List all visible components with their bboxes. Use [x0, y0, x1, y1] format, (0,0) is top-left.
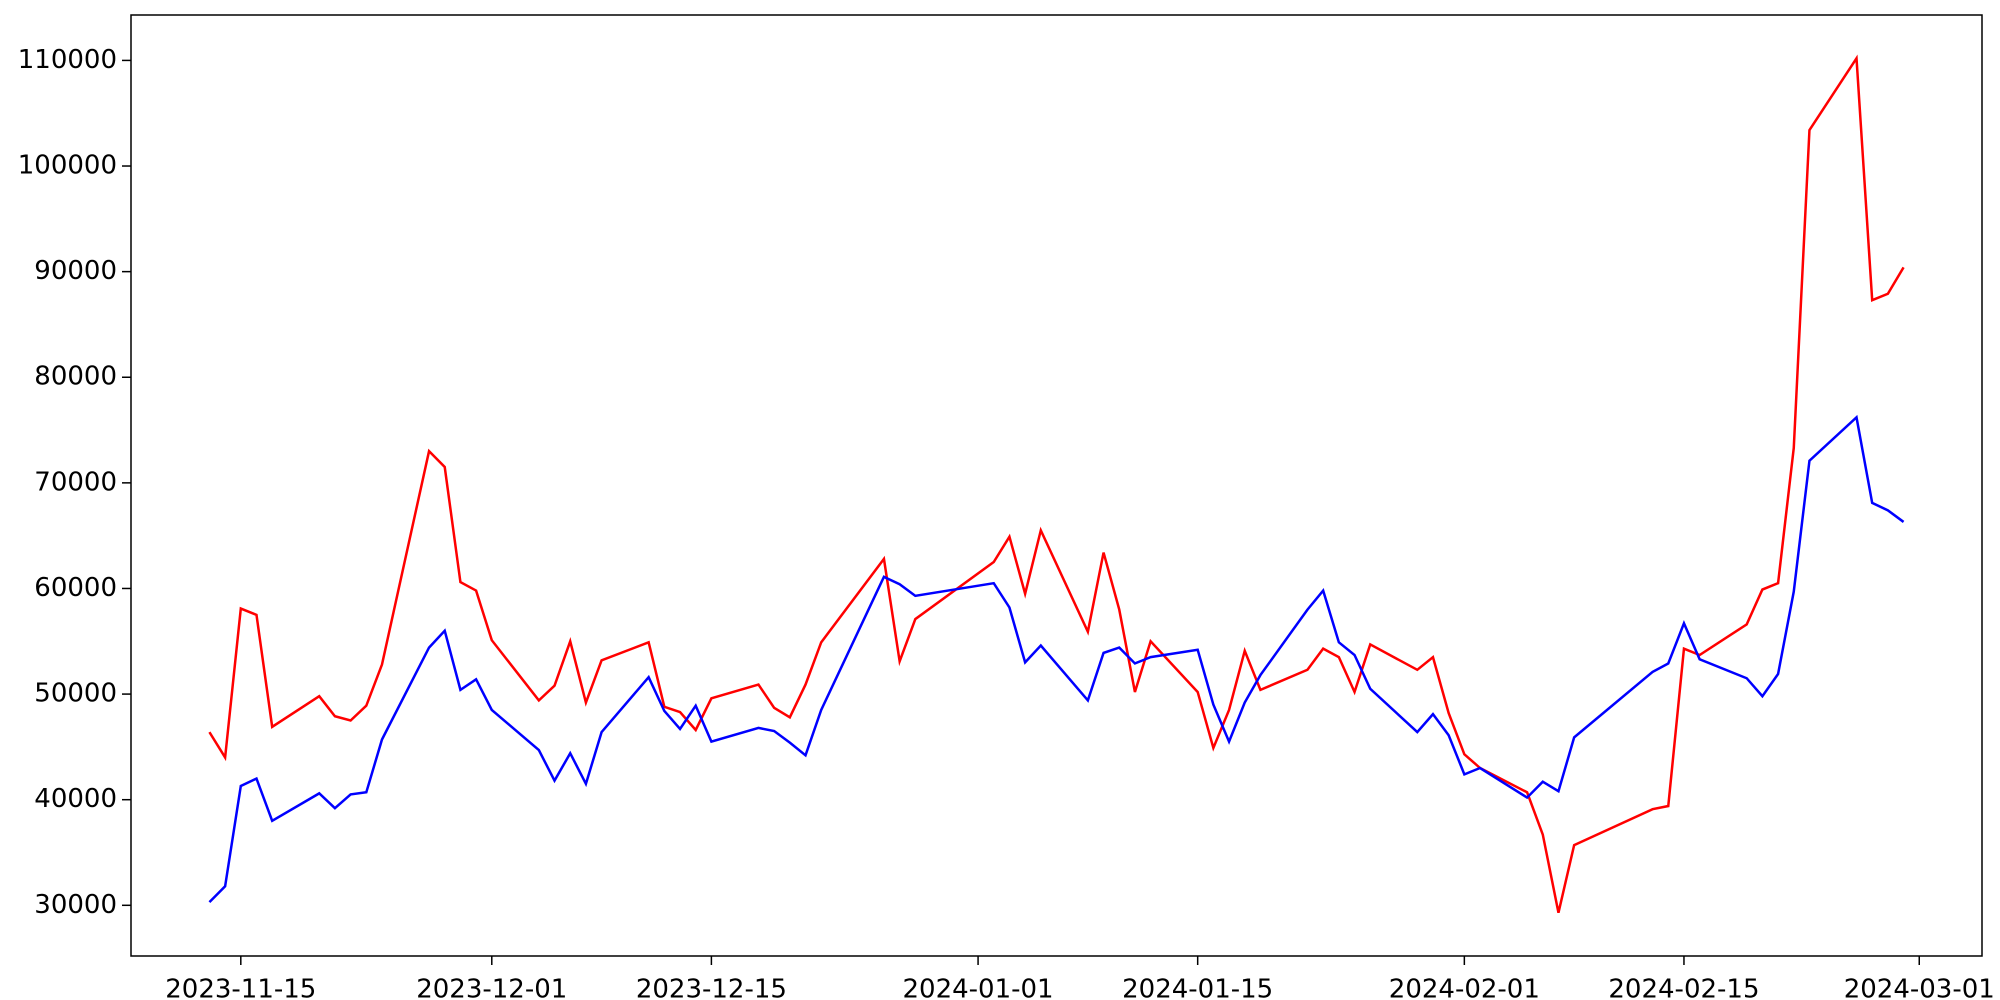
y-tick-label: 70000 — [34, 467, 117, 497]
x-tick-label: 2023-12-15 — [636, 975, 787, 1000]
x-tick-label: 2024-01-01 — [903, 975, 1054, 1000]
data-line — [208, 414, 1905, 904]
x-tick-label: 2024-02-01 — [1389, 975, 1540, 1000]
y-tick-label: 110000 — [18, 45, 117, 75]
x-tick-label: 2024-01-15 — [1122, 975, 1273, 1000]
x-tick-label: 2024-03-01 — [1844, 975, 1995, 1000]
x-tick-label: 2023-11-15 — [165, 975, 316, 1000]
data-line — [208, 54, 1905, 913]
plot-frame — [130, 14, 1983, 957]
y-tick-label: 90000 — [34, 256, 117, 286]
y-tick-label: 100000 — [18, 151, 117, 181]
x-tick-label: 2023-12-01 — [416, 975, 567, 1000]
y-tick-label: 80000 — [34, 362, 117, 392]
y-tick-label: 50000 — [34, 679, 117, 709]
y-tick-label: 60000 — [34, 573, 117, 603]
x-tick-label: 2024-02-15 — [1608, 975, 1759, 1000]
y-tick-label: 30000 — [34, 890, 117, 920]
y-tick-label: 40000 — [34, 784, 117, 814]
